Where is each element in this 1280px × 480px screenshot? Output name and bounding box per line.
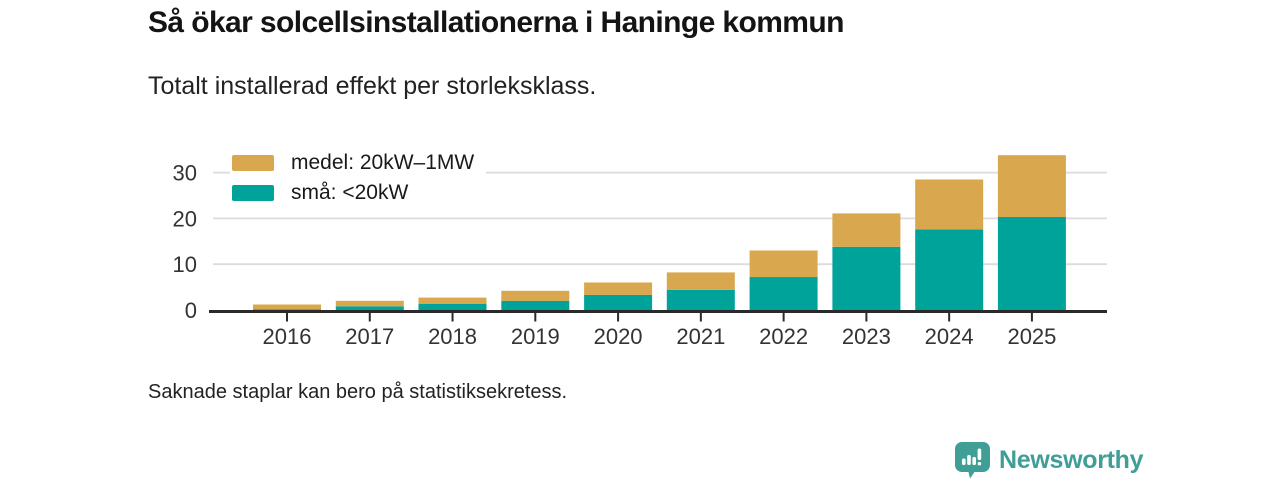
bar-segment (501, 290, 570, 301)
x-tick-label: 2022 (759, 324, 808, 349)
bar-segment (335, 306, 404, 310)
footnote: Saknade staplar kan bero på statistiksek… (148, 381, 568, 403)
y-tick-label: 0 (185, 298, 197, 323)
bar-segment (335, 300, 404, 307)
bar-segment (997, 217, 1066, 310)
x-tick-label: 2023 (842, 324, 891, 349)
bar-segment (501, 300, 570, 310)
x-tick-label: 2019 (511, 324, 560, 349)
x-tick-label: 2017 (345, 324, 394, 349)
newsworthy-logo-text: Newsworthy (999, 445, 1144, 474)
bar-segment (915, 229, 984, 310)
y-tick-label: 30 (173, 161, 197, 186)
legend-swatch (232, 185, 274, 201)
x-tick-label: 2021 (676, 324, 725, 349)
bar-segment (832, 246, 901, 310)
x-tick-label: 2020 (594, 324, 643, 349)
legend-label: medel: 20kW–1MW (291, 151, 475, 174)
x-tick-label: 2024 (925, 324, 974, 349)
bar-segment (915, 179, 984, 230)
bar-segment (997, 155, 1066, 217)
bar-segment (749, 250, 818, 278)
x-tick-label: 2025 (1007, 324, 1056, 349)
newsworthy-logo: Newsworthy (954, 441, 1144, 479)
bar-segment (253, 309, 321, 310)
bar-segment (584, 282, 653, 295)
x-tick-label: 2016 (263, 324, 312, 349)
bar-segment (418, 304, 487, 310)
legend-item-sma: små: <20kW (230, 178, 421, 208)
legend-swatch (232, 155, 274, 171)
bar-segment (418, 297, 487, 304)
newsworthy-logo-icon (955, 442, 990, 479)
legend: medel: 20kW–1MW små: <20kW (230, 148, 487, 208)
legend-item-medel: medel: 20kW–1MW (230, 148, 487, 178)
bar-segment (832, 213, 901, 247)
bar-segment (584, 294, 653, 310)
y-tick-label: 10 (173, 252, 197, 277)
bar-segment (666, 289, 735, 310)
legend-label: små: <20kW (291, 181, 409, 204)
bar-segment (253, 304, 321, 310)
chart-title: Så ökar solcellsinstallationerna i Hanin… (148, 6, 844, 39)
y-tick-label: 20 (173, 206, 197, 231)
bar-segment (666, 272, 735, 290)
bar-segment (749, 277, 818, 310)
x-tick-label: 2018 (428, 324, 477, 349)
chart-subtitle: Totalt installerad effekt per storlekskl… (148, 72, 597, 100)
